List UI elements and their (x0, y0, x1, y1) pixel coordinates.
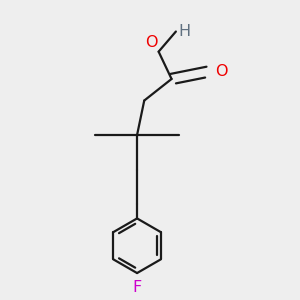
Text: O: O (215, 64, 227, 79)
Text: H: H (179, 24, 191, 39)
Text: O: O (145, 35, 157, 50)
Text: F: F (132, 280, 142, 295)
